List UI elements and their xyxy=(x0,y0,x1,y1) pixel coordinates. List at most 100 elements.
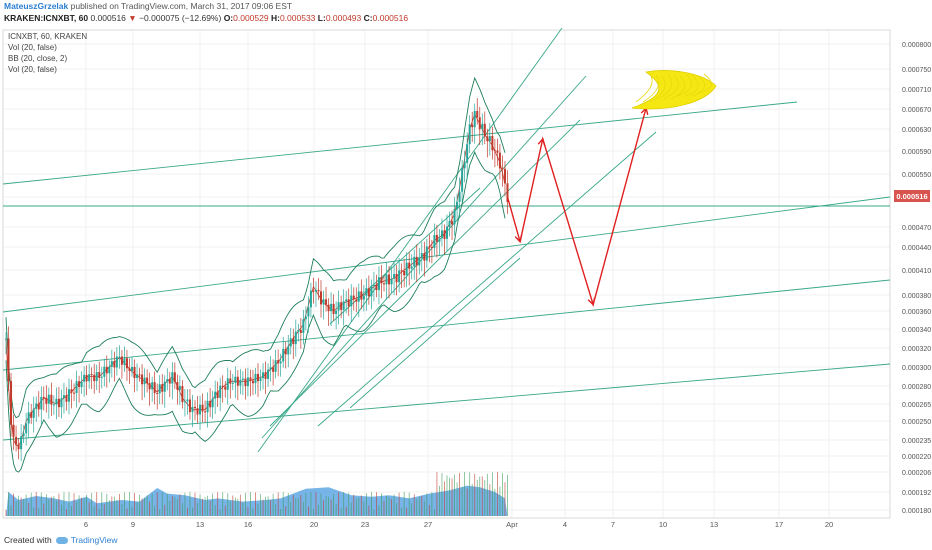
y-tick-label: 0.000192 xyxy=(902,490,931,497)
author-link[interactable]: MateuszGrzelak xyxy=(4,1,69,11)
candle-body xyxy=(181,386,184,403)
candle-body xyxy=(355,299,358,302)
candle-body xyxy=(403,270,406,276)
candle-body xyxy=(347,299,350,307)
price-axis[interactable]: 0.000800 0.000750 0.000710 0.000670 0.000630… xyxy=(902,42,931,515)
price-tag-text: 0.000516 xyxy=(896,192,927,201)
candle-body xyxy=(312,290,315,292)
y-tick-label: 0.000250 xyxy=(902,419,931,426)
footer: Created with TradingView xyxy=(4,533,118,547)
candle-body xyxy=(466,144,469,163)
candle-body xyxy=(244,378,247,387)
moon-scribble xyxy=(684,74,699,97)
candle-body xyxy=(153,382,156,394)
x-tick-label: 17 xyxy=(775,520,783,529)
candle-body xyxy=(201,404,204,412)
candle-body xyxy=(377,277,380,291)
y-tick-label: 0.000470 xyxy=(902,225,931,232)
price-chart[interactable]: 0.000800 0.000750 0.000710 0.000670 0.000630… xyxy=(0,28,932,533)
high-label: H: xyxy=(270,13,280,23)
moon-icon[interactable] xyxy=(631,70,717,110)
candle-body xyxy=(5,338,7,340)
y-tick-label: 0.000590 xyxy=(902,149,931,156)
candle-body xyxy=(448,221,451,227)
candle-body xyxy=(284,349,287,355)
candle-body xyxy=(80,381,83,388)
candle-body xyxy=(443,230,446,239)
candle-body xyxy=(115,356,118,368)
candle-body xyxy=(214,391,217,399)
candle-body xyxy=(20,436,23,450)
candle-body xyxy=(456,201,459,210)
moon-scribble xyxy=(642,74,659,103)
candle-body xyxy=(423,253,426,261)
price-tag: 0.000516 xyxy=(894,190,930,202)
candle-body xyxy=(337,302,340,311)
candle-body xyxy=(37,403,40,410)
candle-body xyxy=(486,136,489,142)
tradingview-logo[interactable]: TradingView xyxy=(55,535,118,545)
candle-body xyxy=(146,377,149,384)
candle-body xyxy=(93,374,96,382)
candle-body xyxy=(461,168,464,192)
trend-line[interactable] xyxy=(317,131,657,427)
moon-scribble xyxy=(663,74,679,100)
candle-body xyxy=(176,382,179,390)
candle-body xyxy=(309,290,312,308)
candle-body xyxy=(95,372,98,382)
candle-body xyxy=(342,301,345,310)
candle-body xyxy=(289,338,292,347)
candle-body xyxy=(352,295,355,300)
trend-line[interactable] xyxy=(2,363,891,441)
x-tick-label: 13 xyxy=(710,520,718,529)
candle-body xyxy=(120,356,123,365)
candle-body xyxy=(307,307,310,317)
trend-line[interactable] xyxy=(349,257,521,409)
candle-body xyxy=(138,374,141,376)
candle-body xyxy=(420,253,423,258)
y-tick-label: 0.000440 xyxy=(902,245,931,252)
candle-body xyxy=(47,394,50,404)
candle-body xyxy=(478,117,481,130)
high-value: 0.000533 xyxy=(279,13,316,23)
trend-line[interactable] xyxy=(2,101,798,185)
trend-line[interactable] xyxy=(2,196,891,313)
candle-body xyxy=(141,374,144,385)
candle-body xyxy=(408,262,411,269)
candle-body xyxy=(362,295,365,300)
candle-body xyxy=(50,394,53,405)
volume-histogram xyxy=(5,472,508,516)
candle-body xyxy=(388,274,391,285)
trend-line[interactable] xyxy=(257,28,563,453)
candle-body xyxy=(236,376,239,386)
candle-body xyxy=(370,286,373,297)
candle-body xyxy=(360,291,363,300)
candle-body xyxy=(188,399,191,413)
bb-upper xyxy=(5,76,506,419)
candle-body xyxy=(468,124,471,145)
moon-drawing[interactable] xyxy=(631,70,717,110)
x-tick-label: 20 xyxy=(310,520,318,529)
candle-body xyxy=(211,398,214,408)
candle-body xyxy=(183,401,186,403)
candle-body xyxy=(279,361,282,364)
candle-body xyxy=(330,303,333,312)
candle-body xyxy=(393,274,396,279)
trend-line[interactable] xyxy=(269,119,581,427)
x-tick-label: Apr xyxy=(506,520,518,529)
candle-body xyxy=(277,360,280,364)
moon-scribble xyxy=(656,73,673,100)
y-tick-label: 0.000710 xyxy=(902,87,931,94)
candle-body xyxy=(105,366,108,374)
candle-body xyxy=(498,152,501,169)
candle-body xyxy=(322,299,325,305)
candle-body xyxy=(327,304,330,312)
candle-body xyxy=(55,398,58,405)
candle-body xyxy=(292,338,295,345)
time-axis[interactable]: 6 9 13 16 20 23 27 Apr 4 7 10 13 17 20 xyxy=(84,520,833,529)
candle-body xyxy=(224,386,227,390)
candle-body xyxy=(287,346,290,355)
close-value: 0.000516 xyxy=(372,13,409,23)
x-tick-label: 23 xyxy=(361,520,369,529)
trend-line[interactable] xyxy=(2,279,891,371)
